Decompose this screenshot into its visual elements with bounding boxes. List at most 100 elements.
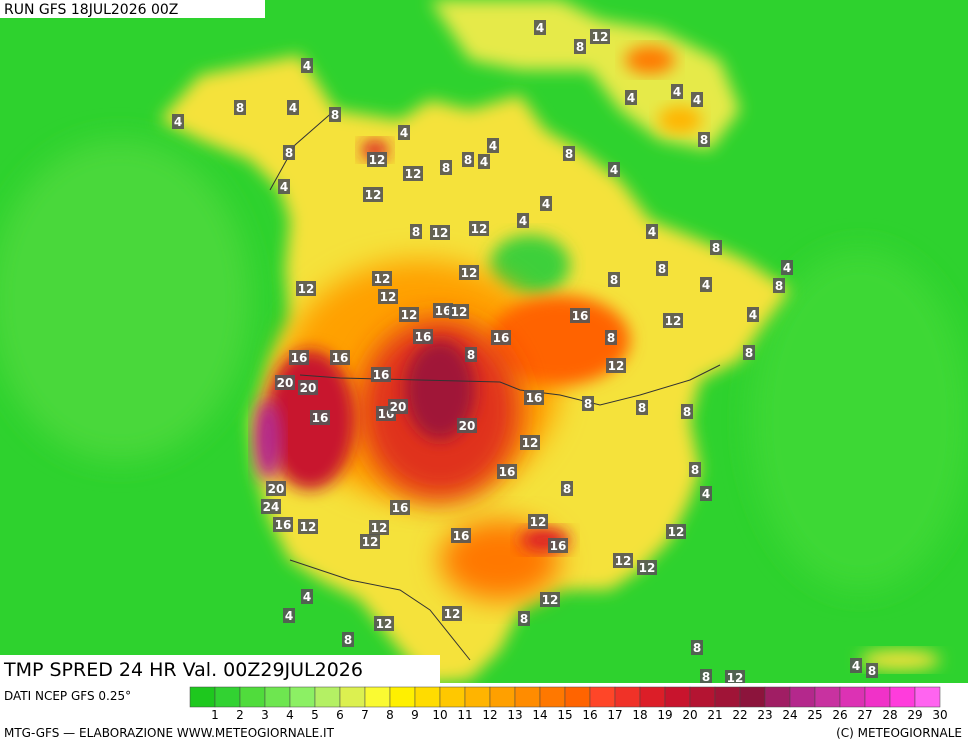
colorbar-label: 18 [632,708,647,722]
contour-label: 12 [592,30,609,44]
contour-label: 12 [365,188,382,202]
label-box [613,553,633,568]
contour-label: 16 [332,351,349,365]
contour-label: 12 [522,436,539,450]
label-box [681,404,693,419]
label-box [605,330,617,345]
colorbar-label: 14 [532,708,547,722]
contour-label: 16 [275,518,292,532]
colorbar-label: 21 [707,708,722,722]
label-box [301,58,313,73]
label-box [528,514,548,529]
label-box [747,307,759,322]
colorbar-swatch [664,686,691,708]
colorbar-label: 2 [236,708,244,722]
label-box [283,608,295,623]
label-box [342,632,354,647]
label-box [517,213,529,228]
contour-label: 20 [277,376,294,390]
contour-label: 4 [303,59,311,73]
colorbar-swatch [864,686,891,708]
colorbar-label: 24 [782,708,797,722]
contour-label: 8 [702,670,710,684]
label-box [698,132,710,147]
label-box [469,221,489,236]
colorbar-label: 10 [432,708,447,722]
label-box [582,396,594,411]
label-box [278,179,290,194]
label-box [433,303,453,318]
label-box [608,162,620,177]
contour-label: 12 [300,520,317,534]
label-box [287,100,299,115]
header-box [0,0,265,18]
contour-label: 12 [444,607,461,621]
contour-label: 12 [374,272,391,286]
label-box [390,500,410,515]
colorbar-label: 22 [732,708,747,722]
colorbar-label: 8 [386,708,394,722]
label-box [570,308,590,323]
contour-label: 8 [745,346,753,360]
contour-label: 8 [775,279,783,293]
contour-label: 12 [432,226,449,240]
label-box [378,289,398,304]
colorbar-swatch [389,686,416,708]
contour-label: 4 [489,139,497,153]
colorbar-swatch [614,686,641,708]
label-box [590,29,610,44]
label-box [574,39,586,54]
contour-label: 16 [499,465,516,479]
colorbar-label: 19 [657,708,672,722]
label-box [561,481,573,496]
colorbar-swatch [514,686,541,708]
colorbar-swatch [314,686,341,708]
contour-label: 16 [291,351,308,365]
contour-label: 4 [702,278,710,292]
contour-label: 12 [362,535,379,549]
contour-label: 12 [530,515,547,529]
label-box [518,611,530,626]
label-box [671,84,683,99]
contour-label: 12 [727,671,744,685]
label-box [497,464,517,479]
contour-label: 4 [702,487,710,501]
colorbar-label: 4 [286,708,294,722]
label-box [540,592,560,607]
label-box [413,329,433,344]
colorbar-label: 1 [211,708,219,722]
colorbar-swatch [839,686,866,708]
colorbar-swatch [339,686,366,708]
label-box [478,154,490,169]
label-box [363,187,383,202]
contour-label: 8 [344,633,352,647]
colorbar-label: 20 [682,708,697,722]
contour-label: 4 [749,308,757,322]
label-box [666,524,686,539]
contour-label: 16 [572,309,589,323]
contour-label: 12 [542,593,559,607]
contour-label: 16 [435,304,452,318]
label-box [399,307,419,322]
label-box [388,399,408,414]
colorbar-label: 5 [311,708,319,722]
contour-label: 8 [412,225,420,239]
contour-label: 8 [520,612,528,626]
label-box [261,499,281,514]
label-box [298,380,318,395]
contour-label: 16 [392,501,409,515]
label-box [367,152,387,167]
label-box [266,481,286,496]
contour-label: 20 [268,482,285,496]
colorbar-label: 7 [361,708,369,722]
colorbar-label: 15 [557,708,572,722]
colorbar-swatch [264,686,291,708]
label-box [540,196,552,211]
label-box [743,345,755,360]
run-label: RUN GFS 18JUL2026 00Z [4,2,178,18]
colorbar-label: 23 [757,708,772,722]
colorbar-swatch [414,686,441,708]
contour-label: 8 [565,147,573,161]
credit-label: MTG-GFS — ELABORAZIONE WWW.METEOGIORNALE… [4,726,335,740]
contour-label: 8 [638,401,646,415]
